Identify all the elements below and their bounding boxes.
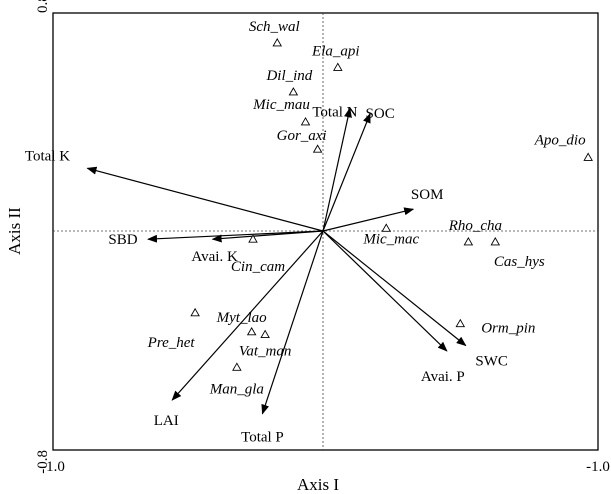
species-point-mic-mac <box>381 223 392 232</box>
x-tick-label-right: -1.0 <box>586 459 610 475</box>
environment-vectors: Total N SOC SOM Total K SBD Avai. K SWC Avai. P… <box>25 104 508 445</box>
species-point-pre-het <box>190 307 200 317</box>
env-vector-label-total-k: Total K <box>25 148 70 164</box>
env-vector-label-lai: LAI <box>154 413 179 429</box>
x-tick-label-left: -1.0 <box>41 459 65 475</box>
env-vector-total-k <box>86 166 324 232</box>
env-vector-sbd <box>147 230 324 243</box>
env-vector-label-avai-p: Avai. P <box>421 369 465 385</box>
env-vector-soc <box>322 112 371 232</box>
env-vector-label-total-p: Total P <box>241 430 284 446</box>
y-tick-label-top: 0.8 <box>35 0 51 13</box>
species-label-myt-lao: Myt_lao <box>216 310 267 326</box>
species-label-orm-pin: Orm_pin <box>481 321 535 337</box>
species-points: Sch_wal Ela_api Dil_ind Mic_mau Gor_axi Apo_d… <box>147 19 593 397</box>
x-axis-label: Axis I <box>297 475 339 494</box>
species-point-orm-pin <box>455 318 466 328</box>
y-axis-label: Axis II <box>5 207 24 255</box>
species-label-ela-api: Ela_api <box>311 43 360 59</box>
species-label-gor-axi: Gor_axi <box>277 128 327 144</box>
species-label-cas-hys: Cas_hys <box>494 254 545 270</box>
species-point-man-gla <box>232 362 242 371</box>
env-vector-label-total-n: Total N <box>312 104 357 120</box>
env-vector-label-soc: SOC <box>366 106 395 122</box>
species-label-vat-man: Vat_man <box>239 344 292 360</box>
species-point-cas-hys <box>490 236 501 246</box>
env-vector-label-avai-k: Avai. K <box>191 249 238 265</box>
species-point-ela-api <box>333 62 343 71</box>
species-label-apo-dio: Apo_dio <box>534 132 586 148</box>
species-label-sch-wal: Sch_wal <box>249 19 300 35</box>
species-point-vat-man <box>260 329 270 339</box>
env-vector-total-n <box>322 107 352 232</box>
env-vector-lai <box>171 230 324 401</box>
env-vector-avai-p <box>322 230 448 352</box>
env-vector-swc <box>322 230 467 347</box>
env-vector-label-swc: SWC <box>475 353 508 369</box>
species-label-rho-cha: Rho_cha <box>448 218 502 234</box>
species-point-apo-dio <box>583 152 593 161</box>
species-label-dil-ind: Dil_ind <box>265 68 312 84</box>
species-label-man-gla: Man_gla <box>209 381 264 397</box>
env-vector-label-sbd: SBD <box>108 232 137 248</box>
species-point-cin-cam <box>248 234 258 243</box>
axis-ticks: -1.0 -1.0 0.8 -0.8 <box>35 0 610 475</box>
env-vector-label-som: SOM <box>411 187 444 203</box>
env-vector-som <box>322 207 415 232</box>
plot-frame <box>52 12 599 451</box>
env-vector-avai-k <box>211 230 324 243</box>
species-label-mic-mau: Mic_mau <box>252 97 310 113</box>
species-label-cin-cam: Cin_cam <box>231 259 285 275</box>
species-label-pre-het: Pre_het <box>147 335 196 351</box>
species-point-sch-wal <box>272 37 283 47</box>
species-point-gor-axi <box>312 144 323 153</box>
species-point-mic-mau <box>300 117 311 126</box>
species-point-dil-ind <box>288 87 299 96</box>
species-point-myt-lao <box>246 326 257 336</box>
species-label-mic-mac: Mic_mac <box>362 231 419 247</box>
y-tick-label-bottom: -0.8 <box>35 450 51 474</box>
species-point-rho-cha <box>463 236 474 246</box>
env-vector-total-p <box>261 230 324 415</box>
